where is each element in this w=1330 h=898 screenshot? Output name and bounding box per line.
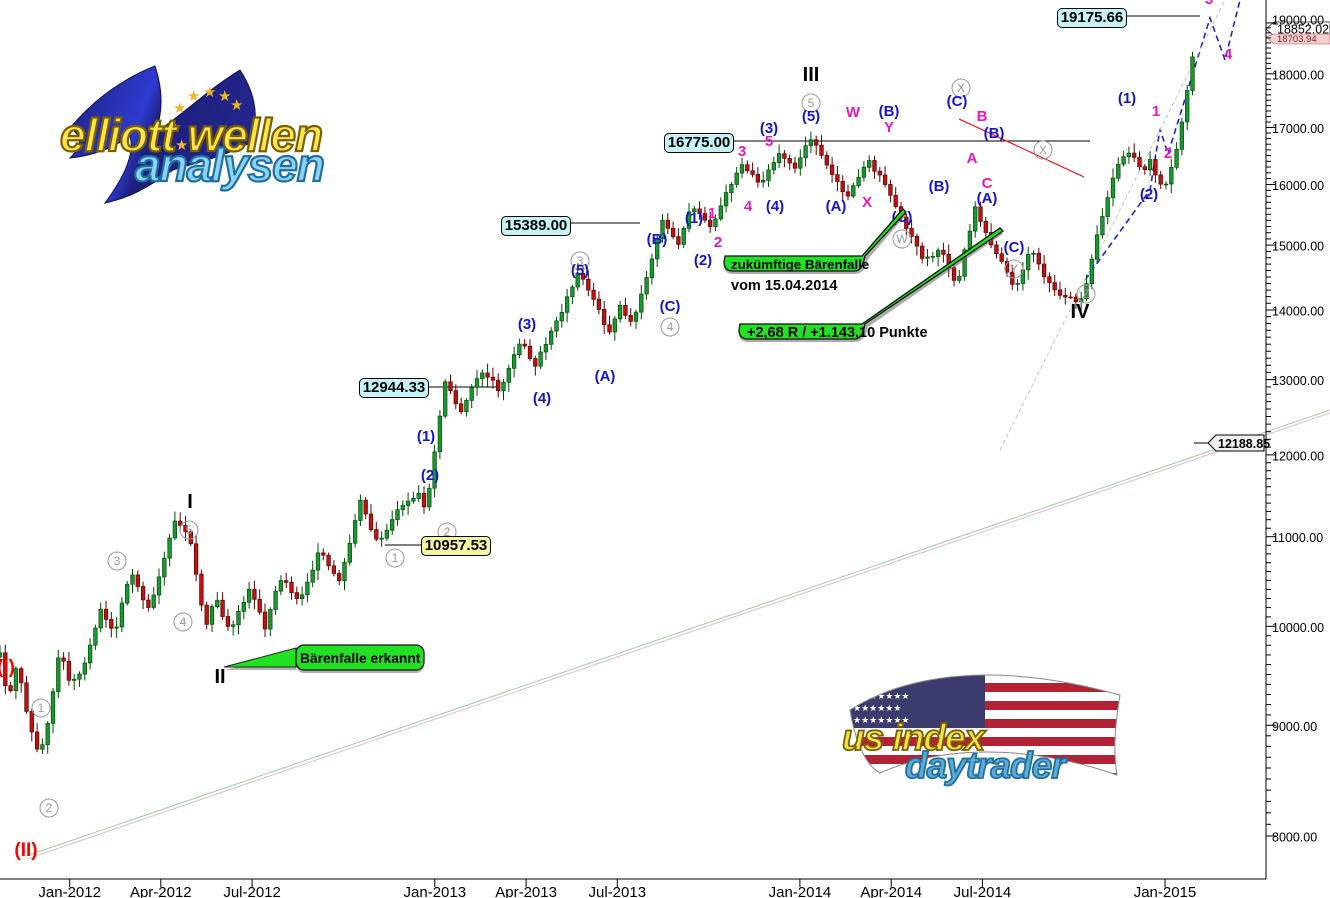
svg-text:Bärenfalle erkannt: Bärenfalle erkannt bbox=[300, 651, 421, 666]
svg-text:★★★★★★★: ★★★★★★★ bbox=[853, 691, 909, 701]
svg-text:zukümftige Bärenfalle: zukümftige Bärenfalle bbox=[731, 257, 869, 272]
svg-text:★: ★ bbox=[203, 84, 216, 101]
svg-text:★★★★★★: ★★★★★★ bbox=[853, 679, 901, 689]
svg-text:★: ★ bbox=[187, 88, 200, 105]
svg-text:+2,68 R / +1.143,10 Punkte: +2,68 R / +1.143,10 Punkte bbox=[747, 325, 928, 341]
svg-text:vom 15.04.2014: vom 15.04.2014 bbox=[731, 278, 837, 294]
svg-text:★★★★★★: ★★★★★★ bbox=[853, 703, 901, 713]
svg-text:★★★★★★★: ★★★★★★★ bbox=[853, 667, 909, 677]
